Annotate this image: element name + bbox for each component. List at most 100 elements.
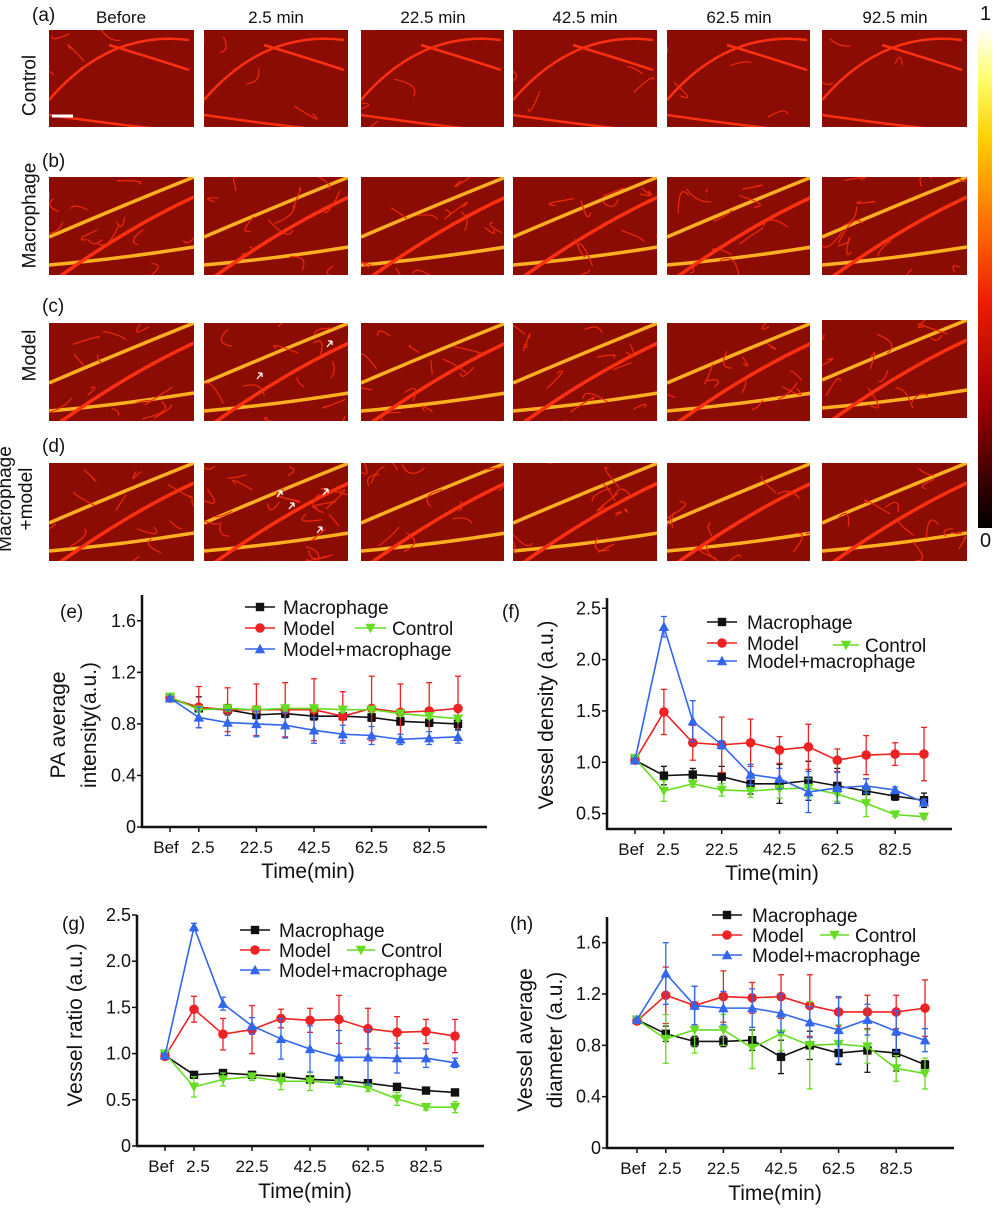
chart-f: (f) 0.5 1.0 1.5 2.0 2.5 Bef 2.5 22.5 42.5 62.5 82.5…: [502, 598, 952, 885]
vessel: [144, 386, 173, 406]
vessel: [212, 510, 233, 518]
vessel: [580, 200, 592, 218]
vessel: [831, 338, 967, 418]
data-point: [159, 1050, 171, 1060]
vessel: [73, 353, 85, 366]
vessel: [897, 518, 915, 536]
x-tick-label: Bef: [153, 838, 179, 857]
vessel: [370, 482, 504, 561]
y-tick-label: 1.0: [576, 752, 601, 772]
data-point: [391, 1094, 403, 1105]
vessel: [822, 37, 963, 101]
panel-label-d: (d): [42, 436, 66, 457]
vessel: [633, 403, 647, 410]
vessel: [204, 465, 216, 470]
image-macrophage-5: [822, 177, 967, 275]
x-tick-label: 2.5: [186, 1157, 210, 1176]
vessel: [633, 77, 655, 93]
data-point: [392, 1082, 402, 1092]
vessel: [370, 196, 504, 275]
x-tick-label: 42.5: [763, 840, 796, 859]
image-macrophage-model-2: [361, 463, 504, 561]
legend-marker: [250, 925, 260, 935]
legend-label: Control: [392, 619, 453, 640]
vessel: [950, 531, 963, 535]
data-point: [687, 716, 698, 726]
y-tick-label: 0: [591, 1138, 601, 1158]
vessel: [822, 334, 826, 340]
data-point: [775, 1008, 787, 1018]
vessel: [667, 391, 810, 413]
y-tick-label: 2.5: [576, 598, 601, 618]
vessel: [58, 195, 194, 275]
vessel: [58, 341, 194, 421]
vessel: [404, 387, 417, 402]
vessel: [751, 399, 764, 410]
y-tick-label: 1.5: [576, 701, 601, 721]
vessel: [822, 230, 844, 248]
vessel: [204, 177, 348, 239]
data-point: [861, 799, 872, 809]
vessel: [822, 320, 967, 382]
data-point: [188, 921, 200, 932]
vessel: [822, 357, 834, 366]
vessel: [458, 500, 463, 512]
vessel: [204, 382, 224, 404]
vessel: [361, 386, 373, 391]
vessel: [676, 196, 810, 275]
vessel: [97, 354, 103, 364]
y-tick-label: 1.6: [576, 933, 601, 953]
vessel: [673, 82, 689, 99]
vessel: [627, 66, 644, 75]
data-point: [305, 1015, 315, 1026]
vessel: [80, 229, 98, 241]
vessel: [132, 229, 144, 246]
data-point: [718, 1002, 729, 1013]
vessel: [822, 113, 926, 127]
vessel: [522, 195, 657, 275]
data-point: [862, 1014, 873, 1024]
data-point: [658, 621, 670, 631]
vessel: [51, 33, 70, 40]
vessel: [667, 265, 692, 275]
y-tick-label: 2.0: [106, 951, 131, 971]
vessel: [361, 102, 370, 110]
vessel: [760, 475, 777, 494]
vessel: [513, 113, 617, 127]
vessel: [426, 489, 443, 508]
vessel: [277, 496, 301, 504]
legend-marker: [717, 638, 727, 648]
data-point: [449, 1102, 461, 1113]
vessel: [342, 415, 346, 421]
panel-label-a: (a): [32, 5, 56, 26]
vessel: [574, 238, 587, 258]
data-point: [919, 1035, 931, 1045]
vessel: [232, 479, 254, 491]
image-model-4: [667, 323, 810, 421]
vessel: [894, 56, 903, 66]
data-point: [275, 1033, 287, 1044]
panel-label: (e): [60, 602, 83, 623]
x-tick-label: 62.5: [822, 1159, 855, 1178]
legend-marker: [716, 655, 728, 666]
data-point: [217, 1075, 229, 1085]
vessel: [289, 256, 305, 271]
vessel: [667, 500, 687, 519]
vessel: [390, 207, 407, 220]
legend-marker: [721, 949, 733, 960]
vessel: [204, 391, 348, 413]
legend-label: Model+macrophage: [747, 652, 915, 673]
vessel: [421, 405, 434, 413]
data-point: [892, 1048, 901, 1058]
data-point: [338, 711, 348, 721]
vessel: [667, 113, 771, 127]
image-macrophage-model-1: [204, 463, 348, 561]
vessel: [292, 187, 302, 209]
image-macrophage-model-4: [667, 463, 810, 561]
data-point: [304, 1077, 316, 1087]
data-point: [424, 711, 435, 722]
vessel: [220, 328, 233, 347]
vessel: [241, 246, 254, 256]
vessel: [917, 323, 948, 335]
